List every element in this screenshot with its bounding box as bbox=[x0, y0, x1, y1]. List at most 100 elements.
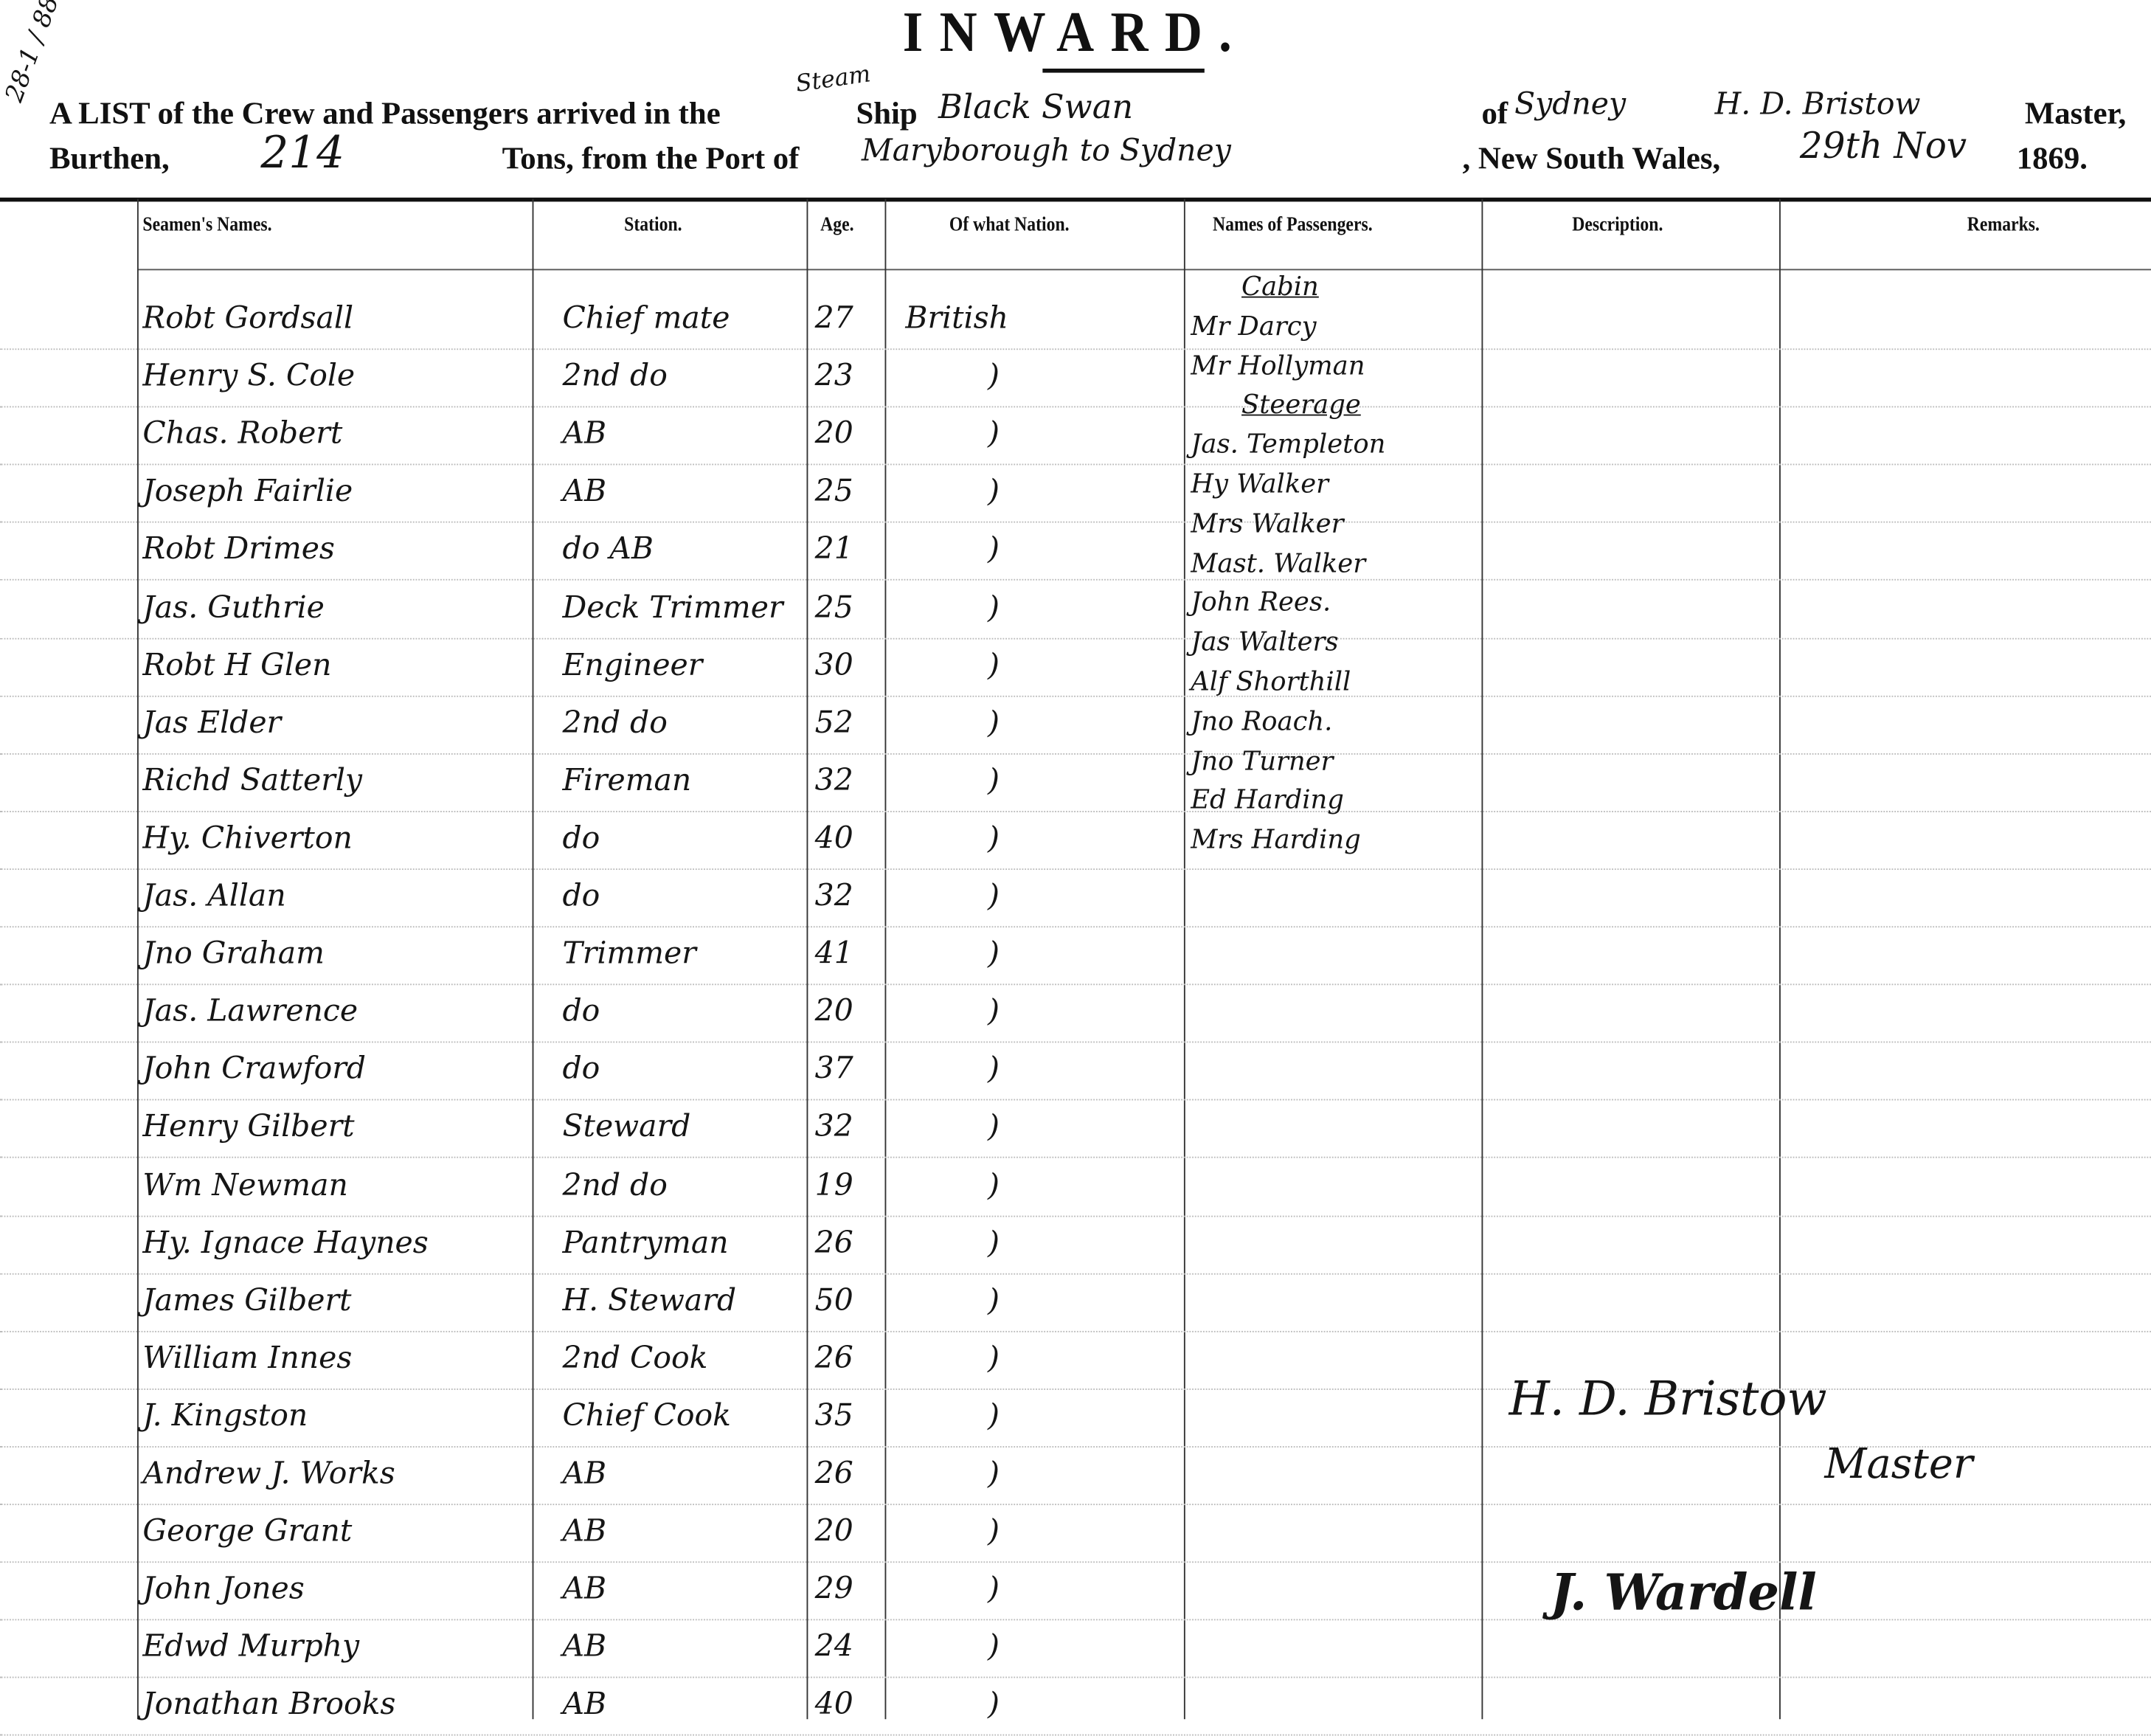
station: AB bbox=[562, 1688, 607, 1723]
table-row: Jas. Lawrence do 20) bbox=[0, 984, 2151, 1043]
age: 50 bbox=[814, 1284, 853, 1318]
signature-name: H. D. Bristow bbox=[1509, 1372, 1827, 1428]
nation: ) bbox=[987, 937, 1000, 972]
column-divider bbox=[884, 198, 887, 1720]
col-header-passengers: Names of Passengers. bbox=[1212, 214, 1373, 236]
age: 32 bbox=[814, 879, 853, 914]
column-header-rule bbox=[136, 269, 2151, 271]
passenger-name: John Rees. bbox=[1191, 587, 1331, 618]
seaman-name: Robt Gordsall bbox=[142, 302, 354, 336]
station: Deck Trimmer bbox=[562, 590, 783, 626]
table-row: John Crawford do 37) bbox=[0, 1042, 2151, 1102]
station: H. Steward bbox=[562, 1284, 737, 1318]
nation: ) bbox=[987, 1284, 1000, 1318]
passenger-name: Alf Shorthill bbox=[1191, 666, 1351, 697]
nation: ) bbox=[987, 879, 1000, 914]
table-row: William Innes 2nd Cook 26) bbox=[0, 1331, 2151, 1390]
seaman-name: William Innes bbox=[142, 1341, 353, 1376]
nation: ) bbox=[987, 995, 1000, 1030]
table-row: Hy. Chiverton do 40) bbox=[0, 811, 2151, 870]
seaman-name: Henry S. Cole bbox=[142, 359, 356, 394]
nation: ) bbox=[987, 1168, 1000, 1203]
station: do bbox=[562, 995, 600, 1030]
passenger-name: Jno Roach. bbox=[1191, 706, 1333, 737]
col-header-remarks: Remarks. bbox=[1967, 214, 2040, 236]
ship-type-insert: Steam bbox=[794, 60, 873, 99]
age: 25 bbox=[814, 590, 853, 626]
col-header-description: Description. bbox=[1572, 214, 1663, 236]
nation: ) bbox=[987, 533, 1000, 567]
master-label: Master, bbox=[2024, 96, 2127, 131]
station: do bbox=[562, 1052, 600, 1087]
seaman-name: Hy. Chiverton bbox=[142, 821, 353, 857]
table-row: J. Kingston Chief Cook 35) bbox=[0, 1389, 2151, 1448]
col-header-age: Age. bbox=[820, 214, 854, 236]
table-row: Jno Graham Trimmer 41) bbox=[0, 926, 2151, 986]
passenger-name: Mrs Harding bbox=[1191, 825, 1361, 855]
col-header-station: Station. bbox=[624, 214, 682, 236]
column-divider bbox=[806, 198, 808, 1720]
age: 35 bbox=[814, 1399, 853, 1434]
table-row: Jas Elder 2nd do 52) bbox=[0, 695, 2151, 755]
nation: ) bbox=[987, 1688, 1000, 1723]
age: 26 bbox=[814, 1457, 853, 1492]
nation: ) bbox=[987, 1515, 1000, 1549]
passenger-name: Mr Hollyman bbox=[1191, 350, 1365, 381]
signature-role: Master bbox=[1824, 1440, 1973, 1489]
table-row: James Gilbert H. Steward 50) bbox=[0, 1273, 2151, 1332]
nation: ) bbox=[987, 821, 1000, 857]
age: 30 bbox=[814, 648, 853, 683]
seaman-name: J. Kingston bbox=[142, 1399, 308, 1434]
passenger-name: Jas. Templeton bbox=[1191, 429, 1386, 460]
passenger-class-heading: Steerage bbox=[1241, 390, 1361, 421]
nsw-label: , New South Wales, bbox=[1462, 141, 1721, 176]
passenger-name: Mast. Walker bbox=[1191, 548, 1366, 579]
nation: ) bbox=[987, 359, 1000, 394]
table-row: George Grant AB 20) bbox=[0, 1504, 2151, 1563]
passenger-class-heading: Cabin bbox=[1241, 272, 1319, 302]
nation: British bbox=[905, 302, 1008, 336]
from-port: Maryborough to Sydney bbox=[861, 134, 1231, 169]
station: Fireman bbox=[562, 764, 692, 798]
table-row: Henry Gilbert Steward 32) bbox=[0, 1099, 2151, 1159]
age: 32 bbox=[814, 1110, 853, 1145]
seaman-name: Joseph Fairlie bbox=[142, 475, 353, 510]
seaman-name: Wm Newman bbox=[142, 1168, 348, 1203]
age: 32 bbox=[814, 764, 853, 798]
tons-label: Tons, from the Port of bbox=[502, 141, 800, 176]
station: do bbox=[562, 879, 600, 914]
age: 25 bbox=[814, 475, 853, 510]
column-divider bbox=[136, 198, 139, 1720]
passenger-name: Jas Walters bbox=[1191, 627, 1339, 658]
station: Pantryman bbox=[562, 1225, 729, 1261]
nation: ) bbox=[987, 475, 1000, 510]
age: 26 bbox=[814, 1341, 853, 1376]
burthen-label: Burthen, bbox=[49, 141, 170, 176]
seaman-name: Jno Graham bbox=[142, 937, 325, 972]
station: Chief Cook bbox=[562, 1399, 731, 1434]
seaman-name: John Crawford bbox=[142, 1052, 366, 1087]
station: AB bbox=[562, 1515, 607, 1549]
nation: ) bbox=[987, 1225, 1000, 1261]
column-divider bbox=[1481, 198, 1483, 1720]
list-heading-text: A LIST of the Crew and Passengers arrive… bbox=[49, 96, 721, 131]
seaman-name: Jas. Lawrence bbox=[142, 995, 358, 1030]
age: 20 bbox=[814, 1515, 853, 1549]
age: 23 bbox=[814, 359, 853, 394]
table-row: Jas. Allan do 32) bbox=[0, 868, 2151, 928]
column-divider bbox=[532, 198, 534, 1720]
station: Chief mate bbox=[562, 302, 730, 336]
passenger-name: Jno Turner bbox=[1191, 745, 1334, 776]
station: AB bbox=[562, 475, 607, 510]
age: 21 bbox=[814, 533, 853, 567]
age: 52 bbox=[814, 706, 853, 741]
station: 2nd Cook bbox=[562, 1341, 708, 1376]
seaman-name: Robt H Glen bbox=[142, 648, 332, 683]
passenger-name: Mr Darcy bbox=[1191, 311, 1317, 342]
nation: ) bbox=[987, 1110, 1000, 1145]
nation: ) bbox=[987, 706, 1000, 741]
of-label: of bbox=[1481, 96, 1509, 131]
seaman-name: Jas Elder bbox=[142, 706, 282, 741]
column-divider bbox=[1779, 198, 1781, 1720]
nation: ) bbox=[987, 417, 1000, 452]
